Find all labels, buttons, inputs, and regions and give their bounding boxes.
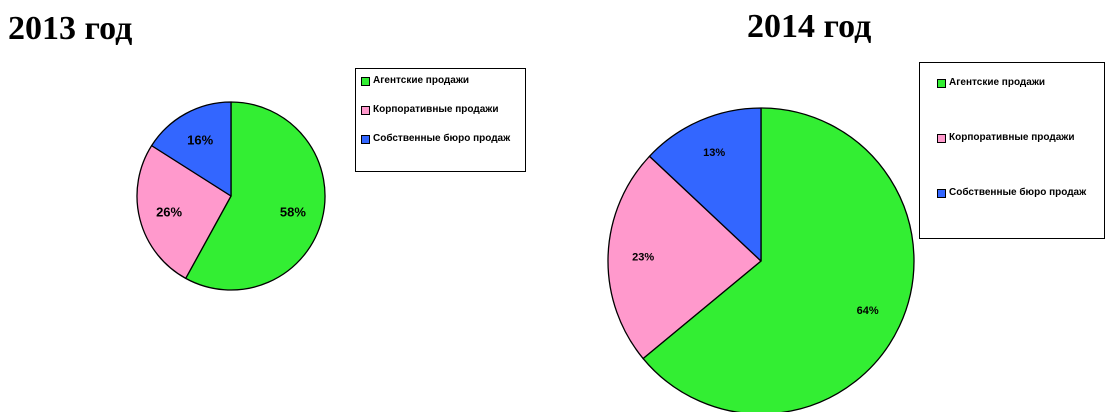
legend-item-own: Собственные бюро продаж <box>361 133 525 145</box>
pie-slice-own <box>150 101 232 197</box>
pie-slice-agency <box>642 107 915 412</box>
legend-2013: Агентские продажи Корпоративные продажи … <box>355 68 526 172</box>
data-label-own: 13% <box>703 147 725 159</box>
legend-item-corporate: Корпоративные продажи <box>937 132 1104 144</box>
legend-swatch-corporate <box>361 106 370 115</box>
data-label-corporate: 23% <box>632 251 654 263</box>
data-label-corporate: 26% <box>156 204 182 219</box>
data-label-own: 16% <box>187 133 213 148</box>
legend-label-agency: Агентские продажи <box>373 75 470 86</box>
data-label-agency: 64% <box>857 305 879 317</box>
legend-item-agency: Агентские продажи <box>361 75 525 87</box>
legend-swatch-own <box>361 135 370 144</box>
legend-label-agency: Агентские продажи <box>949 77 1046 88</box>
legend-swatch-corporate <box>937 134 946 143</box>
legend-label-corporate: Корпоративные продажи <box>949 132 1075 143</box>
pie-slice-corporate <box>136 144 232 280</box>
pie-slice-agency <box>185 101 326 291</box>
pie-slice-own <box>648 107 762 262</box>
legend-label-own: Собственные бюро продаж <box>949 187 1087 198</box>
pie-slice-corporate <box>607 155 762 360</box>
chart-title-2013: 2013 год <box>8 10 133 47</box>
data-label-agency: 58% <box>280 204 306 219</box>
legend-item-corporate: Корпоративные продажи <box>361 104 525 116</box>
legend-swatch-own <box>937 189 946 198</box>
legend-item-agency: Агентские продажи <box>937 77 1104 89</box>
legend-label-corporate: Корпоративные продажи <box>373 104 499 115</box>
chart-title-2014: 2014 год <box>747 8 872 45</box>
legend-2014: Агентские продажи Корпоративные продажи … <box>919 62 1105 239</box>
legend-swatch-agency <box>937 79 946 88</box>
legend-item-own: Собственные бюро продаж <box>937 187 1104 199</box>
legend-swatch-agency <box>361 77 370 86</box>
legend-label-own: Собственные бюро продаж <box>373 133 511 144</box>
